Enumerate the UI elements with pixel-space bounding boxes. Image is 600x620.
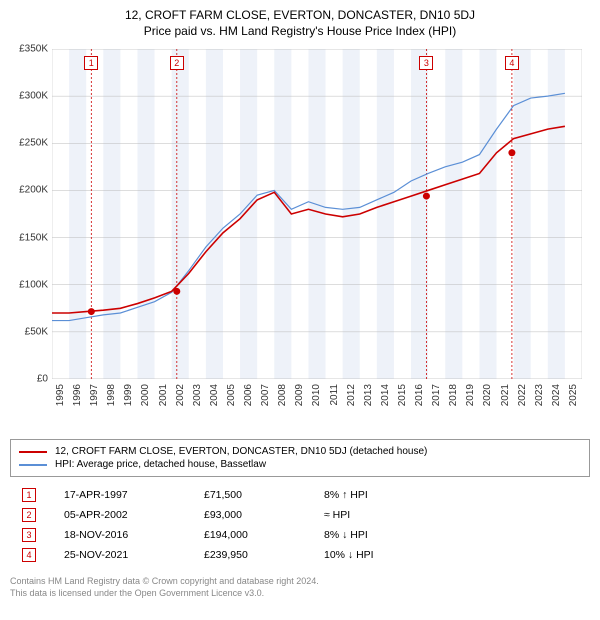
transaction-date: 25-NOV-2021 xyxy=(64,549,204,561)
x-axis-label: 2021 xyxy=(500,384,511,412)
legend-item: HPI: Average price, detached house, Bass… xyxy=(19,458,581,471)
chart-title-address: 12, CROFT FARM CLOSE, EVERTON, DONCASTER… xyxy=(10,8,590,22)
transactions-table: 117-APR-1997£71,5008% ↑ HPI205-APR-2002£… xyxy=(10,485,590,565)
transaction-date: 17-APR-1997 xyxy=(64,489,204,501)
x-axis-label: 1998 xyxy=(106,384,117,412)
x-axis-label: 1999 xyxy=(123,384,134,412)
x-axis-label: 1997 xyxy=(89,384,100,412)
table-row: 1 17-APR-1997£71,5008% ↑ HPI xyxy=(10,485,590,505)
transaction-price: £71,500 xyxy=(204,489,324,501)
legend-label: HPI: Average price, detached house, Bass… xyxy=(55,459,266,470)
transaction-date: 18-NOV-2016 xyxy=(64,529,204,541)
chart-marker-box: 1 xyxy=(84,56,98,70)
transaction-marker: 4 xyxy=(22,548,36,562)
page-container: 12, CROFT FARM CLOSE, EVERTON, DONCASTER… xyxy=(0,0,600,620)
footer: Contains HM Land Registry data © Crown c… xyxy=(10,575,590,599)
x-axis-label: 2007 xyxy=(260,384,271,412)
y-axis-label: £50K xyxy=(10,326,48,337)
x-axis-label: 2006 xyxy=(243,384,254,412)
legend-item: 12, CROFT FARM CLOSE, EVERTON, DONCASTER… xyxy=(19,445,581,458)
x-axis-label: 2024 xyxy=(551,384,562,412)
x-axis-label: 2004 xyxy=(209,384,220,412)
x-axis-label: 2019 xyxy=(465,384,476,412)
x-axis-label: 2008 xyxy=(277,384,288,412)
x-axis-label: 2014 xyxy=(380,384,391,412)
y-axis-label: £250K xyxy=(10,138,48,149)
x-axis-label: 2015 xyxy=(397,384,408,412)
legend-swatch xyxy=(19,451,47,453)
y-axis-label: £300K xyxy=(10,91,48,102)
transaction-hpi: 8% ↓ HPI xyxy=(324,529,464,541)
y-axis-label: £200K xyxy=(10,185,48,196)
x-axis-label: 2002 xyxy=(175,384,186,412)
x-axis-label: 2012 xyxy=(346,384,357,412)
transaction-marker: 1 xyxy=(22,488,36,502)
transaction-price: £194,000 xyxy=(204,529,324,541)
x-axis-label: 2017 xyxy=(431,384,442,412)
legend-swatch xyxy=(19,464,47,466)
chart-plot xyxy=(52,49,582,379)
x-axis-label: 2022 xyxy=(517,384,528,412)
chart-marker-box: 3 xyxy=(419,56,433,70)
table-row: 3 18-NOV-2016£194,0008% ↓ HPI xyxy=(10,525,590,545)
transaction-hpi: ≈ HPI xyxy=(324,509,464,521)
x-axis-label: 1995 xyxy=(55,384,66,412)
legend-label: 12, CROFT FARM CLOSE, EVERTON, DONCASTER… xyxy=(55,446,427,457)
chart-marker-box: 4 xyxy=(505,56,519,70)
y-axis-label: £150K xyxy=(10,232,48,243)
transaction-hpi: 8% ↑ HPI xyxy=(324,489,464,501)
chart-area: £0£50K£100K£150K£200K£250K£300K£350K 199… xyxy=(10,44,590,404)
x-axis-label: 2001 xyxy=(158,384,169,412)
chart-marker-box: 2 xyxy=(170,56,184,70)
x-axis-label: 2003 xyxy=(192,384,203,412)
y-axis-label: £100K xyxy=(10,279,48,290)
chart-title-subtitle: Price paid vs. HM Land Registry's House … xyxy=(10,24,590,38)
x-axis-label: 2009 xyxy=(294,384,305,412)
transaction-price: £239,950 xyxy=(204,549,324,561)
y-axis-label: £350K xyxy=(10,44,48,55)
table-row: 2 05-APR-2002£93,000≈ HPI xyxy=(10,505,590,525)
transaction-hpi: 10% ↓ HPI xyxy=(324,549,464,561)
x-axis-label: 2005 xyxy=(226,384,237,412)
transaction-price: £93,000 xyxy=(204,509,324,521)
y-axis-label: £0 xyxy=(10,374,48,385)
x-axis-label: 2016 xyxy=(414,384,425,412)
x-axis-label: 2023 xyxy=(534,384,545,412)
footer-licence: This data is licensed under the Open Gov… xyxy=(10,587,590,599)
x-axis-label: 2025 xyxy=(568,384,579,412)
transaction-marker: 2 xyxy=(22,508,36,522)
transaction-date: 05-APR-2002 xyxy=(64,509,204,521)
x-axis-label: 2018 xyxy=(448,384,459,412)
x-axis-label: 2000 xyxy=(140,384,151,412)
legend: 12, CROFT FARM CLOSE, EVERTON, DONCASTER… xyxy=(10,439,590,477)
x-axis-label: 2013 xyxy=(363,384,374,412)
chart-svg xyxy=(52,49,582,379)
x-axis-label: 2020 xyxy=(482,384,493,412)
x-axis-label: 1996 xyxy=(72,384,83,412)
x-axis-label: 2010 xyxy=(311,384,322,412)
x-axis-label: 2011 xyxy=(329,384,340,412)
table-row: 4 25-NOV-2021£239,95010% ↓ HPI xyxy=(10,545,590,565)
footer-copyright: Contains HM Land Registry data © Crown c… xyxy=(10,575,590,587)
transaction-marker: 3 xyxy=(22,528,36,542)
